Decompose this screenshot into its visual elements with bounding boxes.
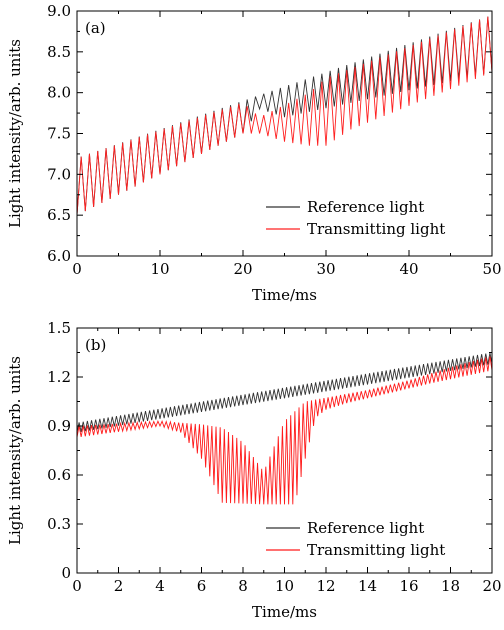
x-tick-label-a: 50 [482,260,501,278]
x-axis-title-b: Time/ms [252,603,317,621]
x-tick-label-a: 20 [233,260,252,278]
plot-frame-b [76,327,493,574]
y-tick-label-b: 0.3 [47,515,71,533]
legend-label-transmitting-b: Transmitting light [307,541,445,559]
y-tick-label-a: 8.5 [47,43,71,61]
y-tick-label-b: 1.2 [47,368,71,386]
y-tick-label-a: 6.5 [47,206,71,224]
y-tick-label-a: 8.0 [47,84,71,102]
y-tick-label-a: 7.5 [47,125,71,143]
x-tick-label-a: 0 [72,260,82,278]
series-group-b [76,352,493,505]
y-axis-title-a: Light intensity/arb. units [6,39,24,228]
legend-label-reference-a: Reference light [307,198,424,216]
x-tick-label-b: 0 [72,577,82,595]
x-tick-label-b: 12 [316,577,335,595]
x-tick-label-b: 14 [358,577,377,595]
y-tick-label-b: 0 [61,564,71,582]
x-tick-label-a: 40 [399,260,418,278]
panel-b-chart: Time/ms Light intensity/arb. units 0 2 4 6 8… [6,319,502,621]
panel-label-b: (b) [85,336,106,354]
x-tick-label-a: 10 [150,260,169,278]
x-tick-label-b: 6 [197,577,207,595]
legend-label-reference-b: Reference light [307,519,424,537]
series-line-reference-a [76,16,493,216]
y-axis-title-b: Light intensity/arb. units [6,356,24,545]
panel-label-a: (a) [85,19,106,37]
series-line-transmitting-b [76,356,493,505]
y-tick-label-a: 6.0 [47,247,71,265]
x-tick-label-b: 4 [155,577,165,595]
x-tick-label-b: 10 [275,577,294,595]
y-tick-label-b: 0.9 [47,417,71,435]
series-line-transmitting-a [76,16,493,216]
legend-label-transmitting-a: Transmitting light [307,220,445,238]
y-tick-label-b: 0.6 [47,466,71,484]
y-tick-label-a: 9.0 [47,2,71,20]
y-tick-label-a: 7.0 [47,165,71,183]
y-tick-label-b: 1.5 [47,319,71,337]
x-tick-label-b: 20 [482,577,501,595]
x-tick-label-b: 16 [399,577,418,595]
series-line-reference-b [76,352,493,433]
x-tick-label-a: 30 [316,260,335,278]
x-tick-label-b: 18 [441,577,460,595]
x-tick-label-b: 2 [114,577,124,595]
series-group-a [76,16,493,216]
x-tick-label-b: 8 [238,577,248,595]
x-axis-title-a: Time/ms [252,286,317,304]
panel-a-chart: Time/ms Light intensity/arb. units 0 10 20… [6,2,502,304]
